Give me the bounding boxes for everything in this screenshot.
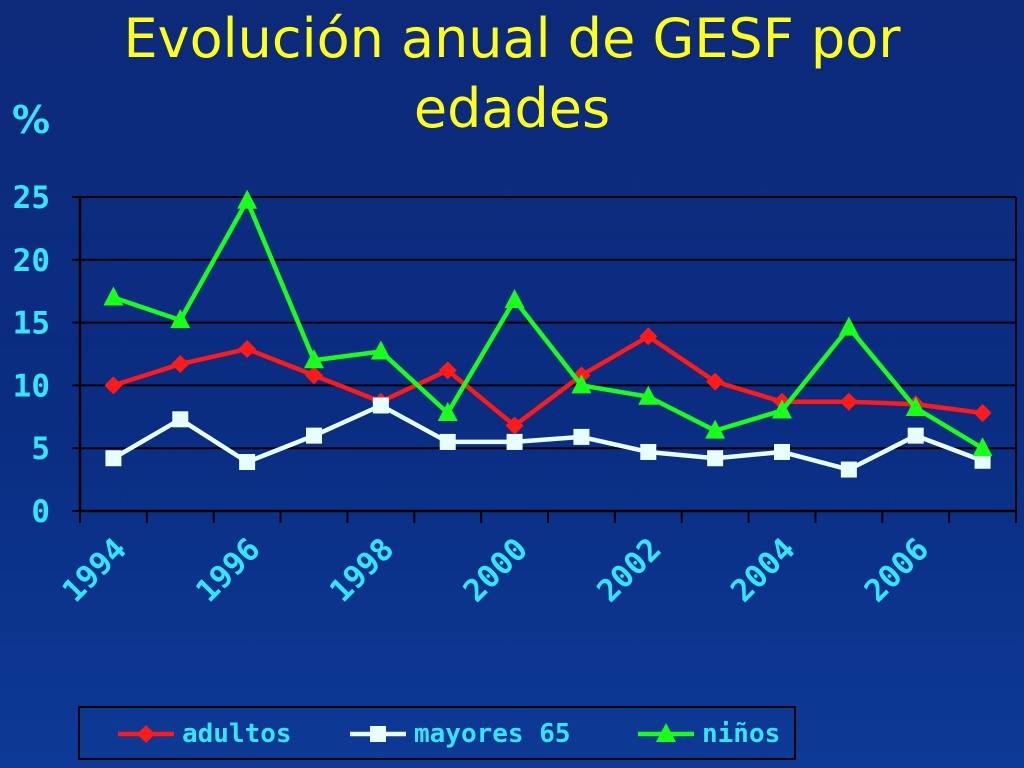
y-tick-label: 5: [31, 431, 50, 467]
data-point-mayores-65: [372, 397, 389, 414]
data-point-adultos: [238, 339, 257, 358]
data-point-adultos: [104, 376, 123, 395]
series-line-adultos: [112, 334, 983, 428]
data-point-ninos: [705, 419, 726, 439]
data-point-adultos: [305, 366, 323, 385]
x-tick-label: 2002: [590, 531, 668, 609]
data-point-adultos: [505, 416, 524, 435]
legend-item-adultos: adultos: [116, 716, 292, 752]
data-point-mayores-65: [506, 433, 523, 450]
y-axis-unit-label: %: [12, 98, 51, 142]
legend-swatch-ninos: [638, 723, 694, 742]
legend-item-mayores-65: mayores 65: [348, 716, 571, 752]
data-point-ninos: [370, 340, 391, 360]
axis-layer: [72, 196, 1017, 523]
y-tick-label: 25: [13, 180, 50, 216]
series-ninos: [103, 189, 993, 457]
x-tick-label: 1996: [189, 531, 267, 609]
data-point-mayores-65: [573, 428, 590, 445]
series-line-mayores-65: [112, 403, 984, 472]
x-tick-label: 2006: [858, 531, 936, 609]
data-point-ninos: [304, 349, 324, 369]
data-point-ninos: [838, 316, 859, 336]
series-layer: [103, 189, 993, 478]
data-point-ninos: [103, 286, 124, 306]
slide-title: Evolución anual de GESF por edades: [123, 7, 901, 140]
data-point-mayores-65: [907, 427, 924, 444]
data-point-ninos: [905, 397, 926, 417]
data-point-mayores-65: [172, 411, 189, 428]
data-point-ninos: [237, 189, 258, 209]
data-point-mayores-65: [840, 461, 857, 478]
data-point-mayores-65: [774, 443, 790, 460]
data-point-adultos: [639, 327, 658, 346]
legend-swatch-adultos: [118, 725, 174, 743]
legend-marker-mayores-65: [370, 726, 386, 742]
legend-marker-ninos: [656, 723, 676, 742]
grid-layer: [80, 196, 1017, 511]
data-point-mayores-65: [974, 452, 991, 469]
data-point-ninos: [571, 374, 592, 394]
data-point-ninos: [772, 399, 792, 419]
data-point-mayores-65: [239, 454, 256, 471]
data-point-adultos: [706, 372, 725, 391]
x-tick-label: 2000: [457, 531, 535, 609]
legend-item-ninos: niños: [636, 716, 780, 752]
data-point-adultos: [171, 355, 190, 374]
y-tick-label: 15: [13, 306, 50, 342]
legend-marker-adultos: [137, 725, 155, 743]
data-point-mayores-65: [306, 427, 322, 444]
series-line-ninos: [112, 198, 984, 451]
x-tick-label: 1998: [323, 531, 401, 609]
x-tick-label: 1994: [56, 531, 134, 609]
data-point-adultos: [839, 392, 858, 411]
legend-label-mayores-65: mayores 65: [414, 719, 571, 749]
legend-label-adultos: adultos: [182, 719, 292, 749]
data-point-ninos: [504, 288, 525, 308]
data-point-adultos: [438, 361, 457, 380]
data-point-mayores-65: [439, 433, 456, 450]
data-point-ninos: [972, 437, 993, 457]
series-mayores-65: [105, 397, 991, 478]
chart-legend: adultos mayores 65 niños: [78, 706, 796, 760]
data-point-adultos: [973, 404, 992, 423]
x-tick-label: 2004: [724, 531, 802, 609]
legend-label-ninos: niños: [702, 719, 781, 749]
data-point-ninos: [170, 309, 191, 329]
data-point-mayores-65: [640, 443, 657, 460]
data-point-mayores-65: [105, 450, 122, 467]
data-point-ninos: [437, 402, 458, 422]
data-point-ninos: [638, 385, 659, 405]
y-tick-label: 10: [13, 368, 50, 404]
y-tick-label: 20: [13, 243, 50, 279]
legend-swatch-mayores-65: [350, 726, 406, 742]
y-tick-label: 0: [31, 494, 50, 530]
data-point-mayores-65: [707, 450, 724, 467]
